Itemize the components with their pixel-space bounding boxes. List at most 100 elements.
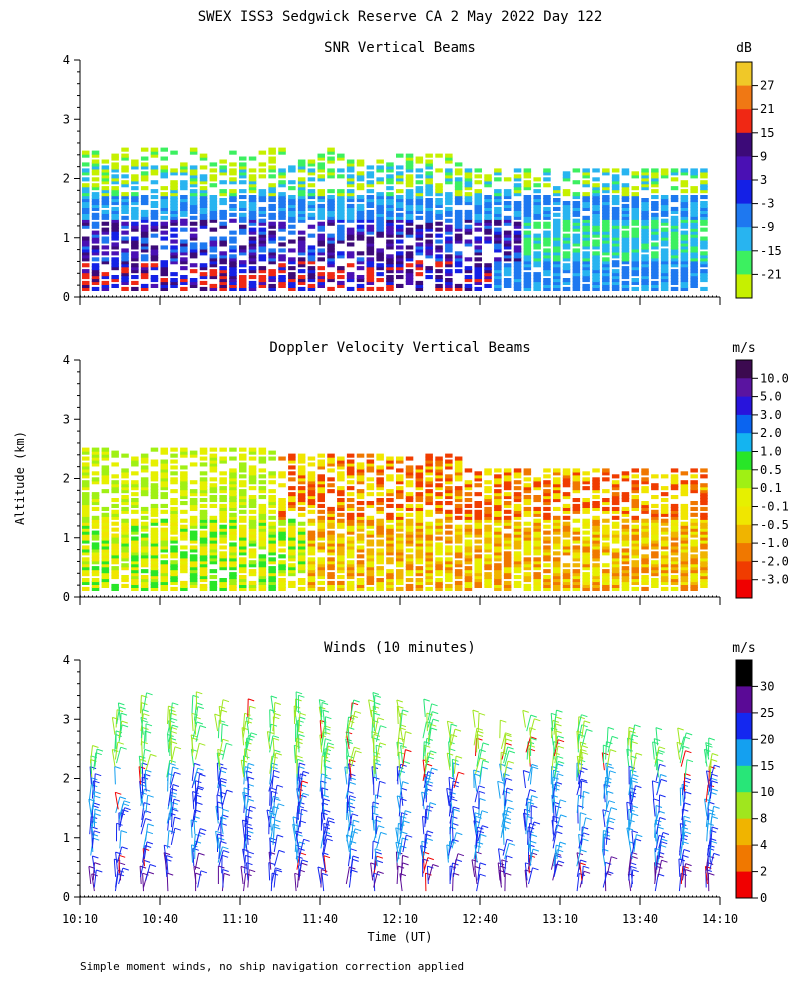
heatmap-cell xyxy=(484,174,492,179)
heatmap-cell xyxy=(435,198,443,203)
heatmap-cell xyxy=(258,174,267,179)
heatmap-cell xyxy=(376,506,384,511)
heatmap-cell xyxy=(219,580,227,585)
heatmap-cell xyxy=(180,168,188,173)
wind-barb xyxy=(170,828,176,846)
heatmap-cell xyxy=(239,269,247,274)
wind-barb-flag xyxy=(169,759,176,763)
heatmap-cell xyxy=(150,257,159,262)
wind-barb xyxy=(191,695,194,714)
heatmap-cell xyxy=(337,560,345,565)
heatmap-cell xyxy=(435,263,443,268)
heatmap-cell xyxy=(91,186,100,191)
heatmap-cell xyxy=(670,286,679,291)
heatmap-cell xyxy=(405,269,414,274)
heatmap-cell xyxy=(621,283,630,288)
heatmap-cell xyxy=(494,245,502,250)
heatmap-cell xyxy=(425,566,433,571)
heatmap-cell xyxy=(562,203,571,208)
heatmap-cell xyxy=(680,586,689,591)
heatmap-cell xyxy=(337,551,345,556)
heatmap-cell xyxy=(307,575,316,580)
heatmap-cell xyxy=(562,201,571,206)
heatmap-cell xyxy=(660,557,669,562)
heatmap-cell xyxy=(327,566,335,571)
heatmap-cell xyxy=(121,224,129,229)
heatmap-cell xyxy=(425,521,433,526)
heatmap-cell xyxy=(503,563,512,568)
heatmap-cell xyxy=(199,245,208,250)
heatmap-cell xyxy=(415,545,424,550)
heatmap-cell xyxy=(670,209,679,214)
wind-barb xyxy=(88,866,92,885)
heatmap-cell xyxy=(199,165,208,170)
heatmap-cell xyxy=(258,521,267,526)
heatmap-cell xyxy=(533,560,541,565)
heatmap-cell xyxy=(337,280,345,285)
heatmap-cell xyxy=(327,236,335,241)
heatmap-cell xyxy=(337,503,345,508)
heatmap-cell xyxy=(278,236,286,241)
heatmap-cell xyxy=(435,503,443,508)
heatmap-cell xyxy=(82,498,90,503)
heatmap-cell xyxy=(229,566,237,571)
heatmap-cell xyxy=(425,275,433,280)
heatmap-cell xyxy=(170,186,178,191)
heatmap-cell xyxy=(219,209,227,214)
heatmap-cell xyxy=(111,566,119,571)
heatmap-cell xyxy=(189,501,198,506)
wind-barb xyxy=(324,742,329,760)
heatmap-cell xyxy=(268,269,276,274)
heatmap-cell xyxy=(160,174,168,179)
heatmap-cell xyxy=(170,489,178,494)
heatmap-cell xyxy=(386,515,394,520)
heatmap-cell xyxy=(189,560,198,565)
heatmap-cell xyxy=(91,453,100,458)
heatmap-cell xyxy=(523,533,532,538)
heatmap-cell xyxy=(582,575,590,580)
heatmap-cell xyxy=(131,209,139,214)
heatmap-cell xyxy=(239,578,247,583)
wind-barb-flag xyxy=(377,871,384,874)
heatmap-cell xyxy=(435,260,443,265)
heatmap-cell xyxy=(337,269,345,274)
heatmap-cell xyxy=(337,542,345,547)
heatmap-cell xyxy=(91,530,100,535)
heatmap-cell xyxy=(445,212,453,217)
heatmap-cell xyxy=(356,572,365,577)
heatmap-cell xyxy=(592,551,600,556)
heatmap-cell xyxy=(150,189,159,194)
heatmap-cell xyxy=(91,533,100,538)
heatmap-cell xyxy=(582,201,590,206)
heatmap-cell xyxy=(533,201,541,206)
heatmap-cell xyxy=(111,260,119,265)
heatmap-cell xyxy=(150,227,159,232)
heatmap-cell xyxy=(621,506,630,511)
heatmap-cell xyxy=(101,171,110,176)
heatmap-cell xyxy=(651,269,659,274)
heatmap-cell xyxy=(82,209,90,214)
wind-barb-flag xyxy=(121,720,128,724)
wind-barb-flag xyxy=(374,819,382,823)
heatmap-cell xyxy=(111,572,119,577)
heatmap-cell xyxy=(435,215,443,220)
heatmap-cell xyxy=(140,486,149,491)
heatmap-cell xyxy=(101,275,110,280)
heatmap-cell xyxy=(288,209,296,214)
wind-barb xyxy=(245,735,249,753)
heatmap-cell xyxy=(592,468,600,473)
heatmap-cell xyxy=(611,575,620,580)
heatmap-cell xyxy=(405,212,414,217)
heatmap-cell xyxy=(553,557,561,562)
heatmap-cell xyxy=(425,159,433,164)
heatmap-cell xyxy=(543,575,551,580)
heatmap-cell xyxy=(91,566,100,571)
heatmap-cell xyxy=(562,266,571,271)
heatmap-cell xyxy=(376,468,384,473)
heatmap-cell xyxy=(425,201,433,206)
heatmap-cell xyxy=(278,527,286,532)
heatmap-cell xyxy=(690,171,698,176)
heatmap-cell xyxy=(150,224,159,229)
heatmap-cell xyxy=(91,583,100,588)
wind-barb xyxy=(273,785,278,803)
